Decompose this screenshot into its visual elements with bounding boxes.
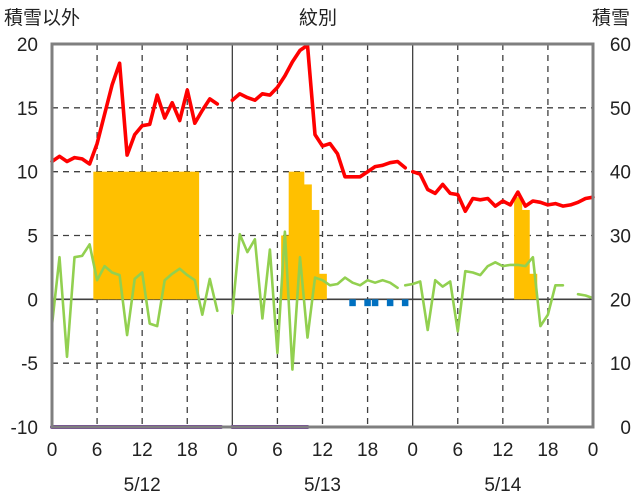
right-tick-label: 10 (610, 354, 631, 375)
precip-bar (281, 235, 290, 300)
left-tick-label: -5 (21, 354, 38, 375)
wind-line (50, 243, 219, 359)
left-tick-label: 5 (27, 227, 38, 248)
precip-bar (296, 171, 305, 300)
x-tick-label: 18 (357, 440, 378, 461)
x-tick-label: 6 (92, 440, 103, 461)
right-tick-label: 20 (610, 290, 631, 311)
right-axis-label: 積雪 (592, 7, 630, 29)
precip-bar (521, 209, 530, 300)
temperature-line (410, 169, 595, 213)
precip-bar (160, 171, 170, 300)
wind-line (403, 255, 595, 333)
precip-bar (318, 273, 327, 300)
precip-bar (191, 171, 200, 300)
right-tick-label: 40 (610, 163, 631, 184)
right-tick-label: 30 (610, 227, 631, 248)
x-tick-label: 6 (452, 440, 463, 461)
x-tick-label: 12 (492, 440, 513, 461)
precip-bar (183, 171, 192, 300)
chart-title: 紋別 (299, 7, 337, 29)
date-label: 5/14 (484, 475, 521, 496)
date-label: 5/12 (124, 475, 161, 496)
left-tick-label: 20 (17, 35, 38, 56)
right-tick-label: 60 (610, 35, 631, 56)
snow-bar (401, 299, 409, 307)
x-tick-label: 18 (537, 440, 558, 461)
left-tick-label: 0 (27, 290, 38, 311)
left-tick-label: 15 (17, 99, 38, 120)
precip-bar (311, 209, 320, 300)
x-tick-label: 0 (588, 440, 599, 461)
snow-bar (371, 299, 379, 307)
precip-bar (108, 171, 117, 300)
x-tick-label: 6 (272, 440, 283, 461)
x-tick-label: 18 (177, 440, 198, 461)
x-tick-label: 0 (227, 440, 238, 461)
x-tick-label: 12 (312, 440, 333, 461)
precip-bar (303, 184, 312, 300)
precip-bar (115, 171, 124, 300)
date-label: 5/13 (304, 475, 341, 496)
precip-bar (93, 171, 102, 300)
left-tick-label: -10 (11, 418, 38, 439)
snow-bar (386, 299, 394, 307)
left-tick-label: 10 (17, 163, 38, 184)
temperature-line (50, 61, 220, 166)
snow-bar (349, 299, 356, 307)
precip-bar (168, 171, 177, 300)
bars (93, 171, 538, 307)
x-tick-label: 0 (47, 440, 58, 461)
precip-bar (100, 171, 109, 300)
precip-bar (514, 197, 523, 300)
right-tick-label: 0 (620, 418, 631, 439)
left-axis-label: 積雪以外 (4, 7, 80, 29)
wind-line (231, 230, 399, 371)
precip-bar (130, 171, 140, 300)
right-tick-label: 50 (610, 99, 631, 120)
precip-bar (529, 273, 538, 300)
snow-bar (364, 299, 371, 307)
precip-bar (138, 171, 147, 300)
x-tick-label: 12 (132, 440, 153, 461)
precip-bar (175, 171, 185, 300)
x-tick-label: 0 (407, 440, 418, 461)
temperature-line (230, 43, 407, 179)
plot-frame (50, 42, 595, 429)
precip-bar (145, 171, 155, 300)
precip-bar (123, 171, 132, 300)
precip-bar (153, 171, 162, 300)
precip-bar (288, 171, 297, 300)
